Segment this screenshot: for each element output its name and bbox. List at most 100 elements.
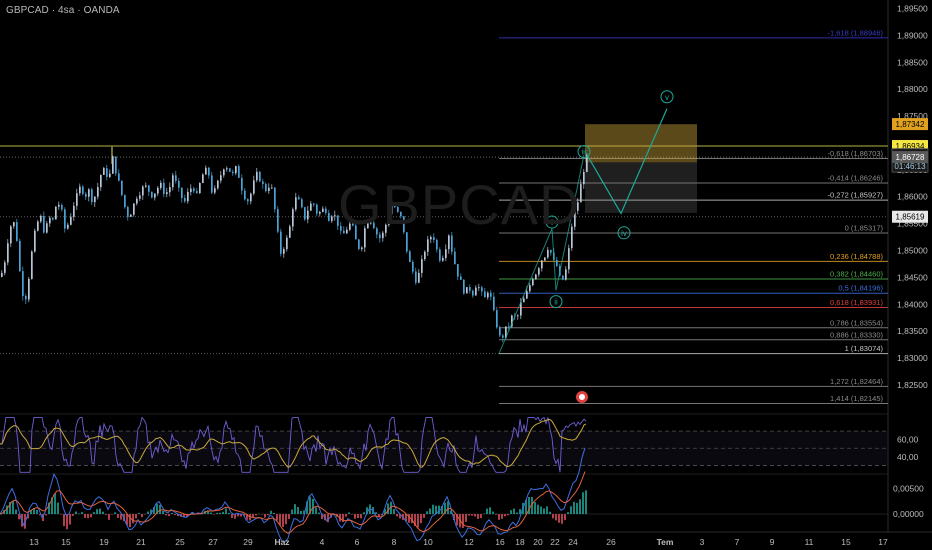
time-tick-label: 7 bbox=[735, 537, 740, 547]
candles bbox=[1, 153, 588, 343]
fib-level-label: 1,272 (1,82464) bbox=[830, 377, 883, 386]
macd-histogram-bar bbox=[345, 514, 347, 517]
target-zone-top bbox=[585, 124, 697, 163]
candle-body bbox=[424, 251, 426, 260]
macd-histogram-bar bbox=[273, 512, 275, 515]
candle-body bbox=[580, 184, 582, 203]
macd-histogram-bar bbox=[507, 514, 509, 516]
candle-body bbox=[535, 274, 537, 280]
candle-body bbox=[70, 216, 72, 225]
wave-label-circle bbox=[617, 226, 631, 240]
candle-body bbox=[532, 279, 534, 286]
fib-level-label: -1,618 (1,88946) bbox=[828, 28, 884, 37]
macd-histogram-bar bbox=[165, 514, 167, 516]
candle-body bbox=[403, 216, 405, 233]
candle-body bbox=[61, 204, 63, 210]
candle-body bbox=[247, 199, 249, 202]
macd-histogram-bar bbox=[321, 514, 323, 520]
macd-histogram-bar bbox=[519, 509, 521, 515]
candle-body bbox=[88, 189, 90, 197]
macd-histogram-bar bbox=[147, 511, 149, 515]
price-tick-label: 1,85000 bbox=[897, 246, 928, 256]
macd-histogram-bar bbox=[357, 514, 359, 519]
candle-body bbox=[118, 173, 120, 181]
candle-body bbox=[97, 187, 99, 197]
macd-histogram-bar bbox=[405, 514, 407, 522]
macd-histogram-bar bbox=[84, 514, 86, 518]
macd-histogram-bar bbox=[63, 514, 65, 527]
candle-body bbox=[298, 197, 300, 200]
candle-body bbox=[67, 224, 69, 229]
candle-body bbox=[259, 171, 261, 182]
macd-histogram-bar bbox=[270, 510, 272, 515]
candle-body bbox=[388, 213, 390, 225]
candle-body bbox=[7, 243, 9, 263]
signal-line bbox=[0, 471, 586, 534]
candle-body bbox=[82, 186, 84, 194]
macd-histogram-bar bbox=[93, 512, 95, 515]
macd-histogram-bar bbox=[423, 514, 425, 518]
price-tick-label: 1,82500 bbox=[897, 380, 928, 390]
macd-histogram-bar bbox=[72, 514, 74, 516]
macd-histogram-bar bbox=[186, 514, 188, 518]
candle-body bbox=[226, 168, 228, 170]
time-tick-label: 15 bbox=[61, 537, 71, 547]
macd-histogram-bar bbox=[57, 502, 59, 515]
candle-body bbox=[286, 237, 288, 250]
price-tick-label: 1,83500 bbox=[897, 326, 928, 336]
candle-body bbox=[349, 223, 351, 230]
time-tick-label: 10 bbox=[423, 537, 433, 547]
macd-histogram-bar bbox=[576, 502, 578, 515]
candle-body bbox=[370, 222, 372, 224]
price-tick-label: 1,89500 bbox=[897, 4, 928, 14]
macd-histogram-bar bbox=[570, 506, 572, 515]
macd-histogram-bar bbox=[483, 513, 485, 515]
candle-body bbox=[109, 173, 111, 177]
candle-body bbox=[31, 251, 33, 279]
time-tick-label: 11 bbox=[805, 537, 814, 547]
macd-histogram-bar bbox=[354, 514, 356, 519]
candle-body bbox=[547, 249, 549, 258]
macd-histogram-bar bbox=[0, 514, 2, 515]
candle-body bbox=[490, 292, 492, 297]
candle-body bbox=[529, 285, 531, 292]
candle-body bbox=[232, 171, 234, 174]
macd-histogram-bar bbox=[573, 501, 575, 515]
macd-histogram-bar bbox=[315, 507, 317, 515]
candle-body bbox=[322, 208, 324, 212]
candle-body bbox=[106, 168, 108, 177]
candle-body bbox=[382, 232, 384, 239]
macd-histogram-bar bbox=[465, 514, 467, 522]
price-tick-label: 1,86000 bbox=[897, 192, 928, 202]
candle-body bbox=[352, 223, 354, 226]
macd-histogram-bar bbox=[471, 514, 473, 516]
macd-histogram-bar bbox=[492, 511, 494, 515]
macd-histogram-bar bbox=[327, 514, 329, 523]
macd-histogram-bar bbox=[441, 506, 443, 515]
macd-histogram-bar bbox=[216, 512, 218, 515]
candle-body bbox=[157, 187, 159, 194]
fib-level-label: -0,272 (1,85927) bbox=[828, 191, 884, 200]
candle-body bbox=[85, 193, 87, 197]
candle-body bbox=[220, 175, 222, 181]
time-tick-label: 20 bbox=[533, 537, 543, 547]
rsi-tick-label: 40,00 bbox=[897, 452, 919, 462]
candle-body bbox=[448, 235, 450, 250]
candle-body bbox=[169, 187, 171, 193]
candle-body bbox=[253, 180, 255, 194]
candle-body bbox=[313, 203, 315, 205]
candle-body bbox=[541, 260, 543, 269]
macd-histogram-bar bbox=[351, 514, 353, 515]
time-tick-label: Tem bbox=[657, 537, 674, 547]
macd-histogram-bar bbox=[90, 514, 92, 518]
candle-body bbox=[124, 194, 126, 208]
candle-body bbox=[184, 197, 186, 202]
macd-histogram-bar bbox=[12, 501, 14, 515]
macd-histogram-bar bbox=[228, 512, 230, 515]
macd-histogram-bar bbox=[552, 514, 554, 519]
macd-histogram-bar bbox=[534, 502, 536, 515]
macd-histogram-bar bbox=[513, 508, 515, 515]
fib-level-label: 1,414 (1,82145) bbox=[830, 394, 883, 403]
price-tick-label: 1,87500 bbox=[897, 111, 928, 121]
